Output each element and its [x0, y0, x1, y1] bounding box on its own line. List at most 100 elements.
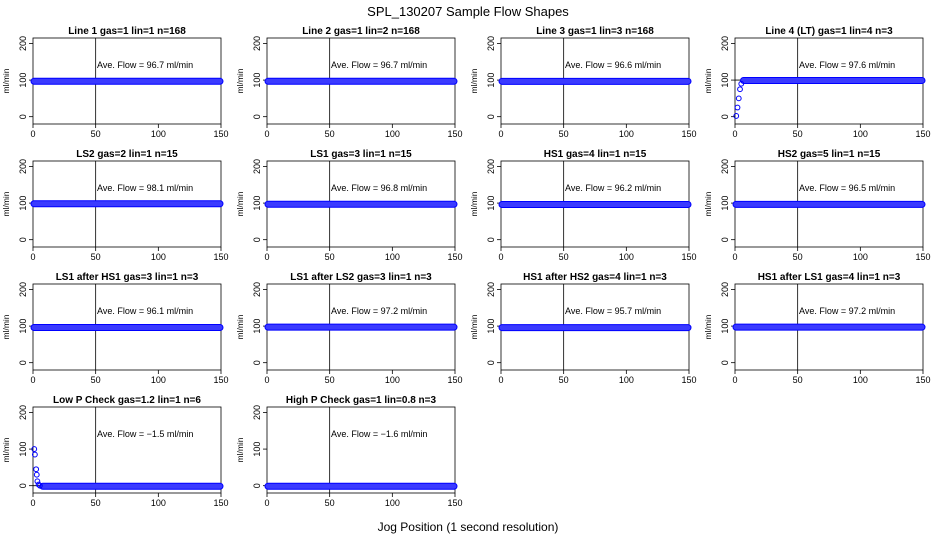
x-tick-label: 150: [213, 252, 228, 262]
x-tick-label: 150: [681, 375, 696, 385]
panel-title: LS1 after LS2 gas=3 lin=1 n=3: [290, 272, 432, 283]
y-tick-label: 0: [720, 114, 730, 119]
y-tick-label: 100: [252, 73, 262, 88]
y-axis-label: ml/min: [703, 314, 713, 339]
x-tick-label: 100: [619, 129, 634, 139]
average-flow-annotation: Ave. Flow = 98.1 ml/min: [97, 183, 193, 193]
flow-data-point: [33, 471, 40, 478]
flow-data-point: [733, 113, 740, 119]
y-tick-label: 0: [18, 237, 28, 242]
x-tick-label: 100: [151, 375, 166, 385]
x-tick-label: 50: [325, 129, 335, 139]
x-tick-label: 0: [30, 252, 35, 262]
y-tick-label: 200: [252, 36, 262, 51]
y-tick-label: 200: [18, 36, 28, 51]
flow-series-band: [264, 77, 458, 85]
y-tick-label: 200: [720, 159, 730, 174]
flow-series-band: [498, 200, 692, 208]
x-tick-label: 50: [559, 252, 569, 262]
y-tick-label: 100: [18, 319, 28, 334]
x-tick-label: 50: [91, 252, 101, 262]
x-tick-label: 0: [498, 375, 503, 385]
x-tick-label: 150: [213, 375, 228, 385]
panel-title: Line 1 gas=1 lin=1 n=168: [68, 26, 186, 37]
x-tick-label: 50: [91, 129, 101, 139]
flow-data-point: [737, 86, 743, 93]
y-tick-label: 0: [252, 237, 262, 242]
flow-series-band: [264, 482, 458, 490]
flow-data-point: [33, 466, 40, 473]
y-axis-label: ml/min: [1, 314, 11, 339]
average-flow-annotation: Ave. Flow = 97.2 ml/min: [331, 306, 427, 316]
panel-4: Line 4 (LT) gas=1 lin=4 n=3 ml/min 0 50 100 1…: [703, 26, 931, 139]
flow-data-point: [738, 80, 745, 87]
y-tick-label: 100: [252, 319, 262, 334]
x-tick-label: 150: [447, 129, 462, 139]
panel-title: HS2 gas=5 lin=1 n=15: [778, 149, 881, 160]
panel-7: HS1 gas=4 lin=1 n=15 ml/min 0 50 100 150 0 100 2…: [469, 149, 697, 262]
x-tick-label: 100: [151, 129, 166, 139]
x-tick-label: 150: [447, 375, 462, 385]
x-tick-label: 0: [264, 129, 269, 139]
y-axis-label: ml/min: [235, 191, 245, 216]
y-tick-label: 200: [252, 282, 262, 297]
x-tick-label: 0: [264, 252, 269, 262]
y-tick-label: 0: [18, 114, 28, 119]
panel-title: Line 3 gas=1 lin=3 n=168: [536, 26, 654, 37]
panel-title: LS1 after HS1 gas=3 lin=1 n=3: [56, 272, 199, 283]
y-tick-label: 100: [486, 319, 496, 334]
x-tick-label: 150: [915, 252, 930, 262]
x-tick-label: 0: [264, 498, 269, 508]
flow-data-point: [31, 446, 38, 452]
panel-3: Line 3 gas=1 lin=3 n=168 ml/min 0 50 100 150 0…: [469, 26, 697, 139]
y-tick-label: 0: [252, 483, 262, 488]
x-tick-label: 150: [681, 252, 696, 262]
y-tick-label: 100: [252, 196, 262, 211]
panel-6: LS1 gas=3 lin=1 n=15 ml/min 0 50 100 150 0 100 2…: [235, 149, 463, 262]
x-tick-label: 0: [30, 129, 35, 139]
flow-series-band: [264, 323, 458, 331]
average-flow-annotation: Ave. Flow = 96.8 ml/min: [331, 183, 427, 193]
panel-14: High P Check gas=1 lin=0.8 n=3 ml/min 0 50 1…: [235, 395, 463, 508]
panel-9: LS1 after HS1 gas=3 lin=1 n=3 ml/min 0 50 10…: [1, 272, 229, 385]
x-tick-label: 50: [793, 129, 803, 139]
x-tick-label: 150: [213, 498, 228, 508]
x-tick-label: 50: [325, 252, 335, 262]
y-axis-label: ml/min: [1, 191, 11, 216]
y-tick-label: 100: [252, 442, 262, 457]
flow-series-band: [264, 200, 458, 208]
y-tick-label: 100: [486, 196, 496, 211]
x-tick-label: 150: [447, 498, 462, 508]
panel-11: HS1 after HS2 gas=4 lin=1 n=3 ml/min 0 50 10…: [469, 272, 697, 385]
panel-title: High P Check gas=1 lin=0.8 n=3: [286, 395, 437, 406]
panel-title: LS1 gas=3 lin=1 n=15: [310, 149, 412, 160]
average-flow-annotation: Ave. Flow = −1.5 ml/min: [97, 429, 193, 439]
y-axis-label: ml/min: [469, 191, 479, 216]
x-tick-label: 0: [732, 375, 737, 385]
x-tick-label: 100: [853, 252, 868, 262]
average-flow-annotation: Ave. Flow = 96.7 ml/min: [331, 60, 427, 70]
x-tick-label: 50: [91, 375, 101, 385]
x-tick-label: 100: [385, 129, 400, 139]
x-tick-label: 100: [385, 498, 400, 508]
x-tick-label: 0: [498, 252, 503, 262]
y-tick-label: 100: [720, 73, 730, 88]
x-tick-label: 0: [732, 252, 737, 262]
flow-data-point: [36, 482, 43, 489]
y-tick-label: 0: [486, 237, 496, 242]
y-tick-label: 200: [720, 282, 730, 297]
y-axis-label: ml/min: [703, 68, 713, 93]
average-flow-annotation: Ave. Flow = 96.7 ml/min: [97, 60, 193, 70]
y-tick-label: 100: [486, 73, 496, 88]
plot-frame: [266, 406, 456, 494]
plot-frame: [32, 406, 222, 494]
panel-title: HS1 after HS2 gas=4 lin=1 n=3: [523, 272, 667, 283]
y-tick-label: 100: [18, 73, 28, 88]
x-tick-label: 150: [681, 129, 696, 139]
panel-title: Low P Check gas=1.2 lin=1 n=6: [53, 395, 201, 406]
x-tick-label: 100: [385, 375, 400, 385]
y-tick-label: 200: [486, 159, 496, 174]
flow-series-band: [498, 77, 692, 85]
panel-title: Line 4 (LT) gas=1 lin=4 n=3: [765, 26, 893, 37]
